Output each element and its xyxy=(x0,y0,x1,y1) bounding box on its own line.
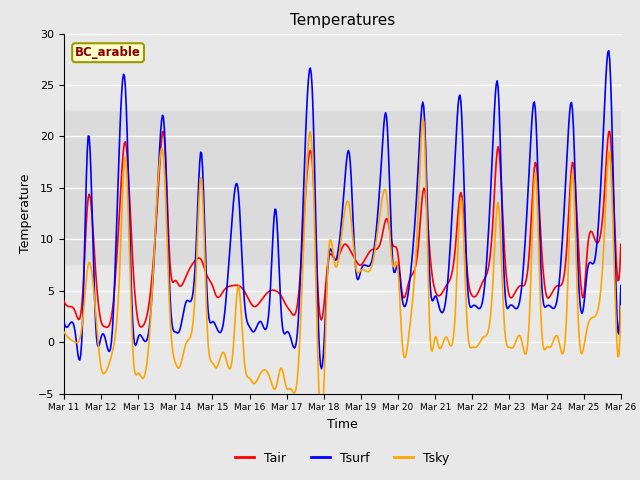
Tair xyxy=(313,262,321,268)
Tsurf xyxy=(389,264,397,270)
Tsky xyxy=(204,324,211,330)
Tsurf xyxy=(159,112,166,118)
Tair xyxy=(103,324,111,330)
Tair xyxy=(389,243,397,249)
Tsurf xyxy=(204,293,211,299)
Line: Tsky: Tsky xyxy=(64,119,621,420)
Tsurf xyxy=(480,288,488,293)
Tsurf xyxy=(60,319,68,324)
Line: Tair: Tair xyxy=(64,131,621,327)
Tsurf xyxy=(617,283,625,288)
Tair xyxy=(617,241,625,247)
Tair xyxy=(606,128,614,134)
Line: Tsurf: Tsurf xyxy=(64,51,621,369)
Title: Temperatures: Temperatures xyxy=(290,13,395,28)
Tsurf xyxy=(312,224,320,230)
Tair xyxy=(433,291,440,297)
Tsurf xyxy=(605,48,612,54)
Tair xyxy=(480,276,488,282)
X-axis label: Time: Time xyxy=(327,418,358,431)
Tsky xyxy=(312,279,320,285)
Tsky xyxy=(389,264,397,270)
Tair xyxy=(204,275,212,281)
Tair xyxy=(60,298,68,304)
Tair xyxy=(159,129,167,134)
Tsky xyxy=(617,303,625,309)
Tsky xyxy=(317,418,325,423)
Text: BC_arable: BC_arable xyxy=(75,46,141,59)
Tsky xyxy=(419,116,427,121)
Tsky xyxy=(60,329,68,335)
Tsurf xyxy=(317,366,325,372)
Tsky xyxy=(481,334,489,339)
Legend: Tair, Tsurf, Tsky: Tair, Tsurf, Tsky xyxy=(230,447,454,469)
Y-axis label: Temperature: Temperature xyxy=(19,174,33,253)
Tsurf xyxy=(433,295,440,301)
Bar xyxy=(64,111,621,265)
Tsky xyxy=(434,340,442,346)
Tsky xyxy=(159,147,166,153)
